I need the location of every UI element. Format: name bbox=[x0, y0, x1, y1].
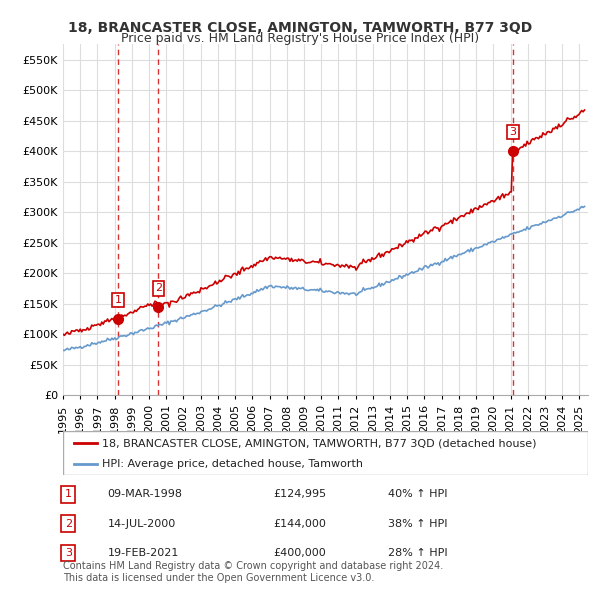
Text: 3: 3 bbox=[65, 548, 72, 558]
Text: 3: 3 bbox=[509, 127, 516, 137]
Text: £124,995: £124,995 bbox=[273, 489, 326, 499]
Text: 1: 1 bbox=[115, 295, 121, 305]
Text: 28% ↑ HPI: 28% ↑ HPI bbox=[389, 548, 448, 558]
Text: HPI: Average price, detached house, Tamworth: HPI: Average price, detached house, Tamw… bbox=[103, 459, 364, 469]
Text: 2: 2 bbox=[155, 283, 162, 293]
Text: 14-JUL-2000: 14-JUL-2000 bbox=[107, 519, 176, 529]
Text: 38% ↑ HPI: 38% ↑ HPI bbox=[389, 519, 448, 529]
Text: Price paid vs. HM Land Registry's House Price Index (HPI): Price paid vs. HM Land Registry's House … bbox=[121, 32, 479, 45]
Text: 1: 1 bbox=[65, 489, 72, 499]
Text: 19-FEB-2021: 19-FEB-2021 bbox=[107, 548, 179, 558]
Text: 2: 2 bbox=[65, 519, 72, 529]
Text: 18, BRANCASTER CLOSE, AMINGTON, TAMWORTH, B77 3QD (detached house): 18, BRANCASTER CLOSE, AMINGTON, TAMWORTH… bbox=[103, 438, 537, 448]
Text: £144,000: £144,000 bbox=[273, 519, 326, 529]
Text: 09-MAR-1998: 09-MAR-1998 bbox=[107, 489, 182, 499]
Text: Contains HM Land Registry data © Crown copyright and database right 2024.
This d: Contains HM Land Registry data © Crown c… bbox=[63, 561, 443, 583]
Text: 18, BRANCASTER CLOSE, AMINGTON, TAMWORTH, B77 3QD: 18, BRANCASTER CLOSE, AMINGTON, TAMWORTH… bbox=[68, 21, 532, 35]
FancyBboxPatch shape bbox=[63, 431, 588, 475]
Text: £400,000: £400,000 bbox=[273, 548, 326, 558]
Text: 40% ↑ HPI: 40% ↑ HPI bbox=[389, 489, 448, 499]
